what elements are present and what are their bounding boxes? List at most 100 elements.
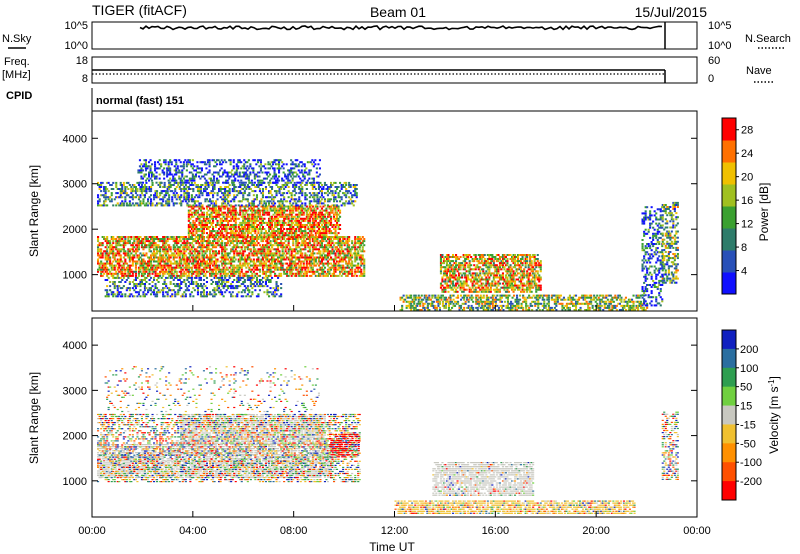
- echo-cell: [305, 270, 308, 273]
- echo-cell: [163, 264, 166, 267]
- echo-cell: [205, 250, 208, 253]
- echo-cell: [136, 242, 139, 245]
- echo-cell: [168, 202, 171, 205]
- echo-cell: [245, 242, 248, 245]
- echo-cell: [212, 194, 215, 197]
- echo-cell: [251, 240, 254, 243]
- echo-cell: [209, 260, 212, 263]
- echo-cell: [340, 266, 343, 269]
- echo-cell: [207, 184, 210, 186]
- echo-cell: [275, 254, 278, 257]
- echo-cell: [145, 262, 148, 265]
- echo-cell: [212, 240, 215, 243]
- echo-cell: [267, 171, 270, 174]
- echo-cell: [113, 264, 116, 267]
- echo-cell: [163, 262, 166, 265]
- echo-cell: [275, 268, 278, 271]
- echo-cell: [230, 262, 233, 265]
- echo-cell: [295, 192, 298, 195]
- echo-cell: [269, 163, 272, 166]
- echo-cell: [201, 244, 204, 247]
- echo-cell: [251, 211, 254, 214]
- echo-cell: [236, 242, 239, 245]
- echo-cell: [268, 254, 271, 257]
- echo-cell: [308, 264, 311, 267]
- echo-cell: [305, 188, 308, 190]
- echo-cell: [278, 242, 281, 245]
- echo-cell: [242, 211, 245, 214]
- echo-cell: [348, 250, 351, 253]
- echo-cell: [275, 238, 278, 240]
- echo-cell: [113, 256, 116, 259]
- echo-cell: [316, 194, 319, 197]
- echo-cell: [178, 248, 181, 251]
- echo-cell: [323, 266, 326, 269]
- echo-cell: [227, 240, 230, 243]
- echo-cell: [260, 200, 263, 203]
- echo-cell: [166, 236, 169, 238]
- echo-cell: [252, 254, 255, 257]
- echo-cell: [292, 238, 295, 240]
- echo-cell: [264, 272, 267, 275]
- echo-cell: [248, 194, 251, 197]
- echo-cell: [269, 167, 272, 170]
- echo-cell: [230, 260, 233, 263]
- echo-cell: [163, 240, 166, 243]
- echo-cell: [142, 258, 145, 261]
- echo-cell: [346, 248, 349, 251]
- echo-cell: [215, 226, 218, 228]
- echo-cell: [299, 228, 302, 230]
- echo-cell: [245, 262, 248, 265]
- echo-cell: [337, 262, 340, 265]
- echo-cell: [171, 190, 174, 193]
- echo-cell: [233, 260, 236, 263]
- echo-cell: [124, 260, 127, 263]
- echo-cell: [219, 226, 222, 228]
- echo-cell: [242, 262, 245, 265]
- echo-cell: [143, 236, 146, 238]
- echo-cell: [110, 272, 113, 275]
- echo-cell: [148, 175, 151, 178]
- echo-cell: [239, 190, 242, 193]
- echo-cell: [330, 198, 333, 201]
- echo-cell: [254, 272, 257, 275]
- echo-cell: [245, 272, 248, 275]
- echo-cell: [228, 274, 231, 277]
- echo-cell: [317, 192, 320, 195]
- echo-cell: [134, 266, 137, 269]
- echo-cell: [244, 181, 247, 184]
- echo-cell: [278, 272, 281, 275]
- echo-cell: [199, 186, 202, 188]
- echo-cell: [308, 248, 311, 251]
- echo-cell: [291, 161, 294, 164]
- echo-cell: [169, 254, 172, 257]
- echo-cell: [255, 264, 258, 267]
- echo-cell: [189, 238, 192, 240]
- echo-cell: [121, 260, 124, 263]
- echo-cell: [137, 266, 140, 269]
- echo-cell: [157, 250, 160, 253]
- echo-cell: [142, 242, 145, 245]
- echo-cell: [121, 274, 124, 277]
- echo-cell: [320, 242, 323, 245]
- echo-cell: [266, 268, 269, 271]
- echo-cell: [283, 198, 286, 201]
- echo-cell: [101, 268, 104, 271]
- echo-cell: [242, 236, 245, 239]
- echo-cell: [153, 258, 156, 261]
- echo-cell: [287, 244, 290, 247]
- echo-cell: [124, 190, 127, 193]
- echo-cell: [301, 248, 304, 251]
- echo-cell: [302, 272, 305, 275]
- echo-cell: [209, 274, 212, 277]
- echo-cell: [221, 240, 224, 243]
- echo-cell: [124, 252, 127, 255]
- echo-cell: [305, 266, 308, 269]
- echo-cell: [163, 252, 166, 255]
- echo-cell: [334, 242, 337, 245]
- echo-cell: [231, 260, 234, 263]
- echo-cell: [140, 167, 143, 170]
- echo-cell: [333, 274, 336, 277]
- echo-cell: [184, 260, 187, 263]
- echo-cell: [231, 256, 234, 259]
